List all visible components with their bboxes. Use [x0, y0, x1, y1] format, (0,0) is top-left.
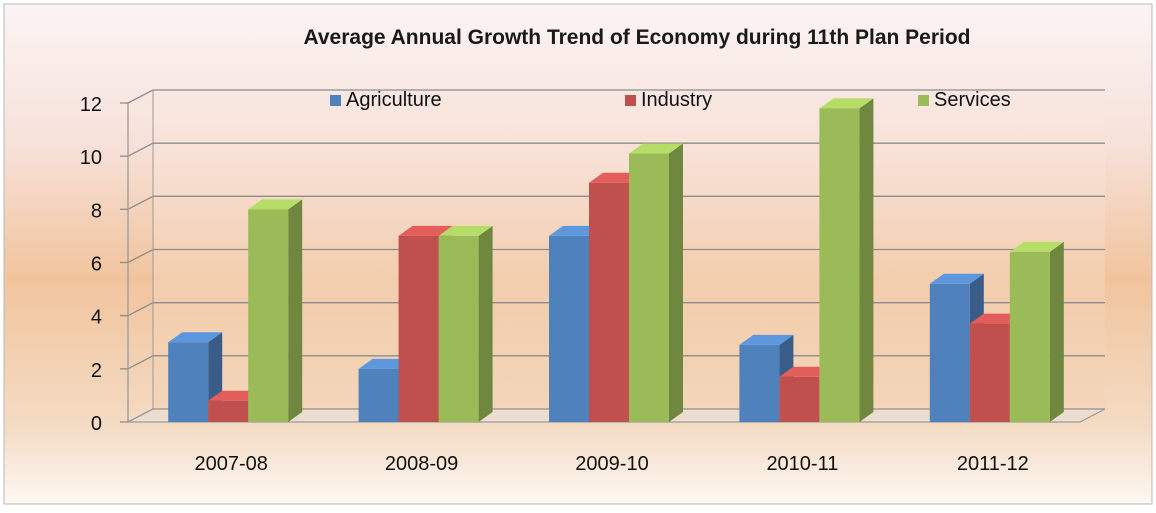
x-tick-label: 2007-08: [194, 453, 267, 475]
bar-side: [859, 98, 874, 423]
bar-services-2011-12: [1009, 241, 1064, 422]
y-tick-label: 10: [80, 147, 102, 169]
gridlines: [127, 89, 1105, 423]
bar-services-2008-09: [438, 225, 493, 422]
legend: Agriculture Industry Services: [330, 89, 1011, 111]
bar-front: [819, 108, 860, 423]
x-tick-label: 2011-12: [957, 453, 1029, 475]
bar-top: [929, 273, 984, 284]
y-tick-label: 0: [91, 413, 102, 435]
bar-front: [929, 283, 970, 422]
bar-front: [168, 342, 209, 422]
bar-services-2010-11: [819, 98, 874, 423]
bar-front: [208, 400, 249, 422]
legend-label-agriculture: Agriculture: [346, 89, 442, 111]
legend-swatch-industry: [625, 95, 636, 106]
bar-front: [739, 344, 780, 422]
bar-top: [438, 225, 493, 236]
bar-front: [438, 235, 479, 422]
bar-agriculture-2010-11: [739, 334, 794, 422]
y-tick-label: 12: [80, 94, 102, 116]
bar-front: [1009, 251, 1050, 422]
x-tick-label: 2008-09: [385, 453, 458, 475]
bar-front: [549, 235, 589, 422]
x-axis: 2007-08 2008-09 2009-10 2010-11 2011-12: [194, 453, 1028, 475]
bar-front: [398, 235, 439, 422]
bar-side: [288, 199, 303, 422]
bar-front: [629, 153, 669, 422]
bar-front: [358, 368, 399, 422]
x-tick-label: 2009-10: [575, 453, 648, 475]
bar-top: [819, 98, 874, 109]
bar-front: [969, 323, 1010, 422]
bar-side: [1049, 241, 1064, 422]
legend-label-services: Services: [934, 89, 1011, 111]
bar-top: [739, 334, 794, 345]
bar-services-2009-10: [629, 143, 683, 422]
bar-side: [669, 143, 683, 422]
y-tick-label: 8: [91, 200, 102, 222]
bar-front: [248, 209, 289, 422]
chart-title: Average Annual Growth Trend of Economy d…: [303, 26, 970, 49]
bars: [168, 98, 1064, 423]
y-tick-label: 2: [91, 360, 102, 382]
legend-swatch-agriculture: [330, 95, 341, 106]
y-axis: 0 2 4 6 8 10 12: [80, 94, 128, 435]
bar-front: [779, 376, 820, 422]
y-tick-label: 6: [91, 254, 102, 276]
bar-services-2007-08: [248, 199, 303, 422]
bar-top: [629, 143, 683, 154]
bar-side: [478, 225, 493, 422]
legend-label-industry: Industry: [641, 89, 712, 111]
y-tick-label: 4: [91, 307, 102, 329]
x-tick-label: 2010-11: [766, 453, 838, 475]
bar-top: [168, 332, 223, 343]
legend-swatch-services: [918, 95, 929, 106]
bar-top: [248, 199, 303, 210]
bar-top: [398, 225, 453, 236]
bar-top: [1009, 241, 1064, 252]
bar-front: [589, 182, 629, 422]
